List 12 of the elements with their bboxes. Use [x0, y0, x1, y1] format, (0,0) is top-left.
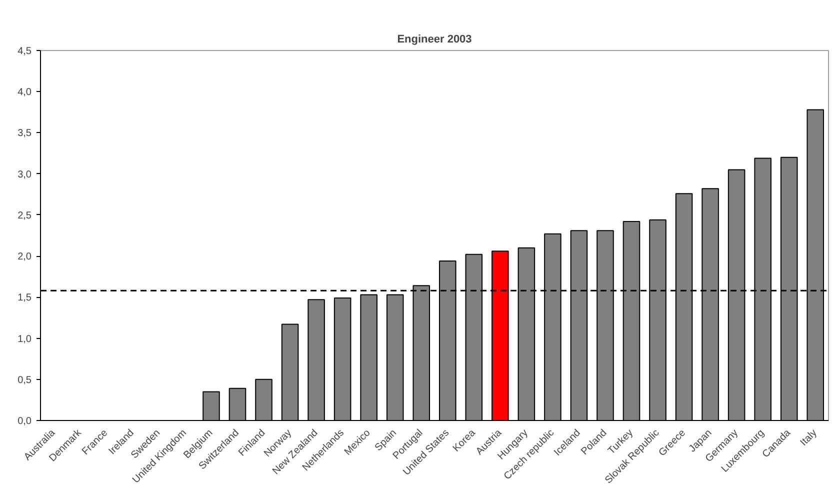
chart-title: Engineer 2003 [397, 34, 472, 46]
y-tick-label: 2,5 [18, 210, 32, 222]
y-tick-label: 3,0 [18, 169, 32, 180]
y-tick-label: 1,0 [18, 334, 32, 345]
y-tick-label: 3,5 [18, 128, 32, 140]
y-tick-label: 0,0 [18, 416, 32, 427]
y-tick-label: 1,5 [18, 292, 32, 304]
y-tick-label: 4,0 [18, 87, 32, 98]
y-tick-label: 2,0 [18, 252, 32, 263]
y-tick-label: 0,5 [18, 374, 32, 386]
x-tick-label: Italy [798, 428, 820, 448]
y-tick-label: 4,5 [18, 46, 32, 57]
